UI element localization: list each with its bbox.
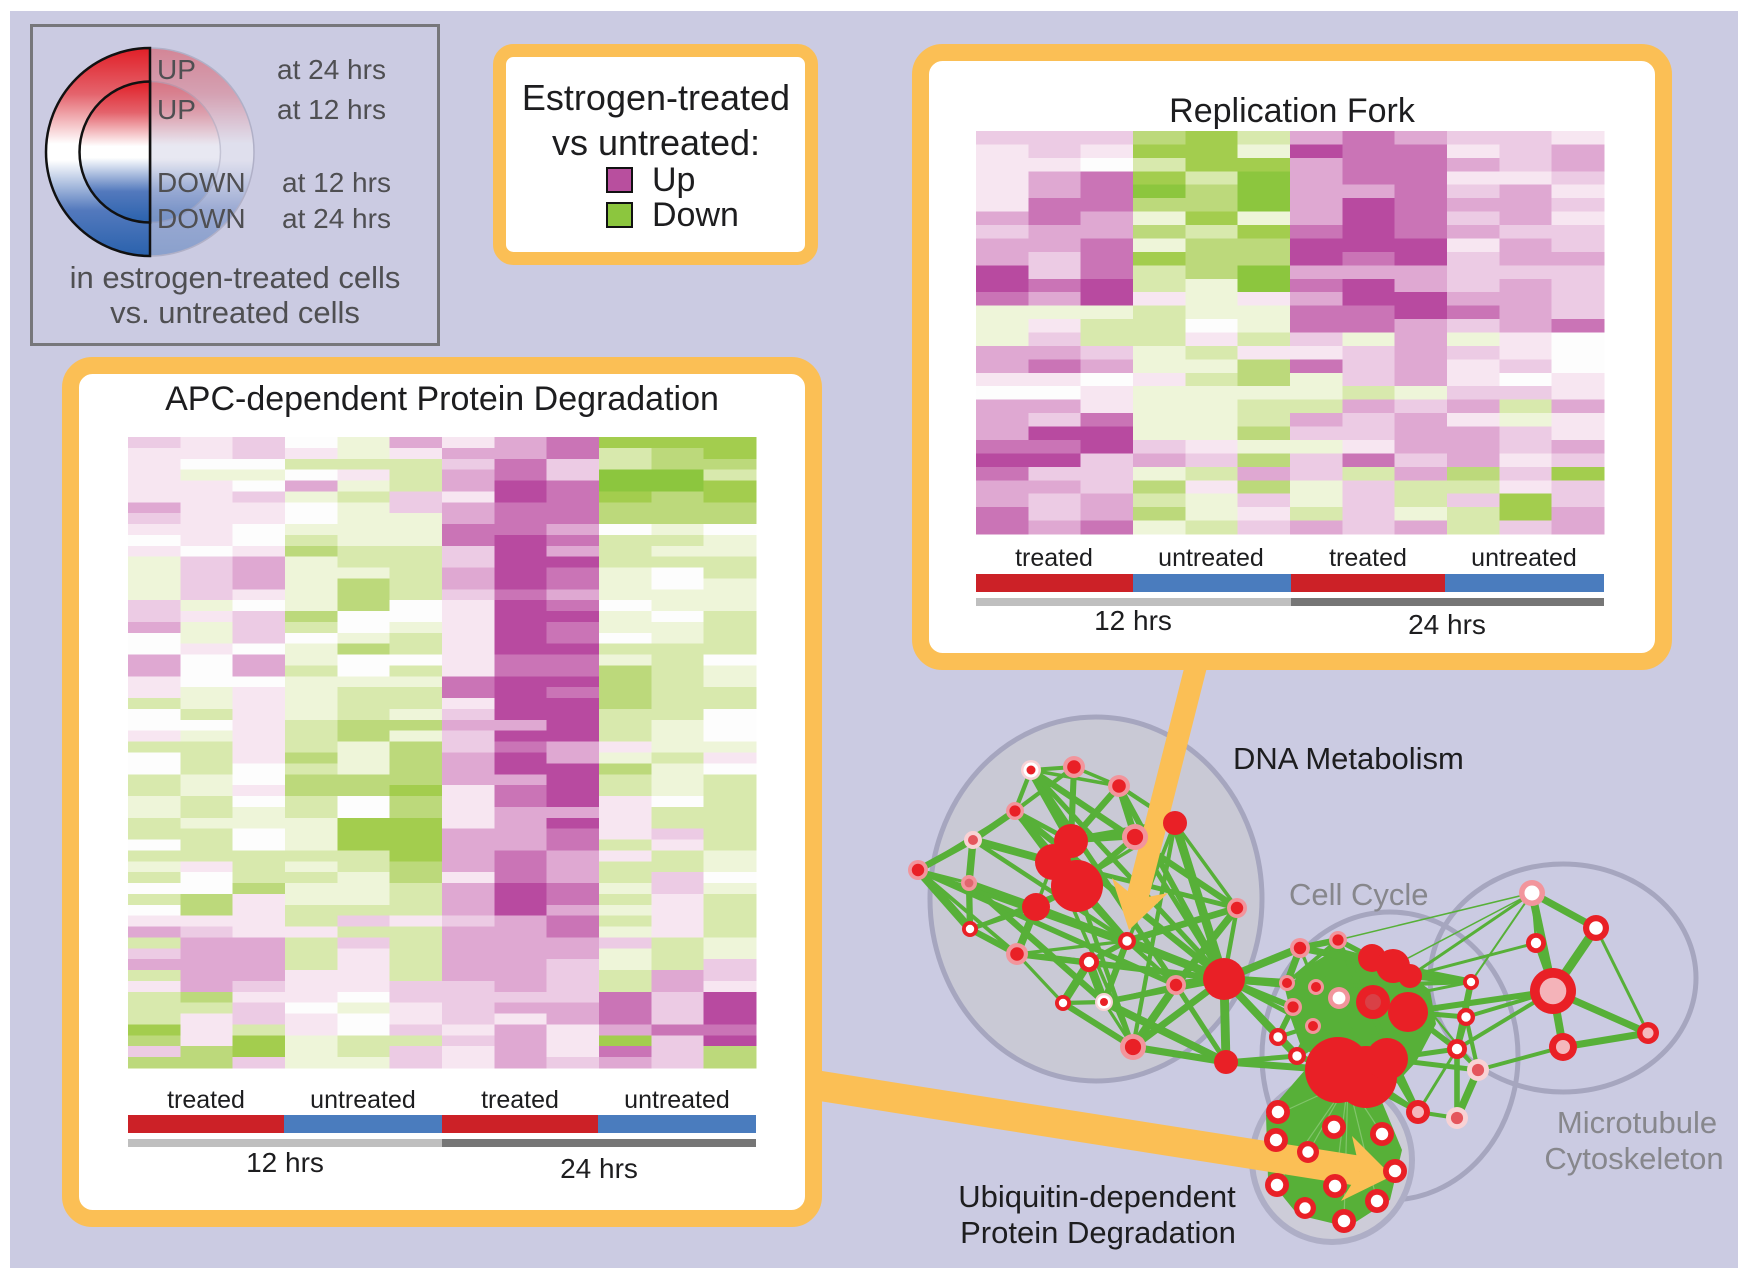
svg-text:untreated: untreated xyxy=(1471,544,1577,572)
svg-text:Protein Degradation: Protein Degradation xyxy=(960,1215,1236,1250)
svg-text:treated: treated xyxy=(167,1086,245,1114)
svg-text:at 12 hrs: at 12 hrs xyxy=(282,167,391,198)
svg-text:vs untreated:: vs untreated: xyxy=(552,122,760,163)
svg-text:UP: UP xyxy=(157,54,196,85)
svg-text:at 12 hrs: at 12 hrs xyxy=(277,94,386,125)
svg-text:Estrogen-treated: Estrogen-treated xyxy=(522,77,790,118)
svg-text:DOWN: DOWN xyxy=(157,167,246,198)
svg-text:treated: treated xyxy=(1329,544,1407,572)
svg-text:Cell Cycle: Cell Cycle xyxy=(1289,877,1429,912)
svg-text:untreated: untreated xyxy=(1158,544,1264,572)
svg-text:Ubiquitin-dependent: Ubiquitin-dependent xyxy=(958,1179,1236,1214)
svg-text:DOWN: DOWN xyxy=(157,203,246,234)
svg-text:24 hrs: 24 hrs xyxy=(560,1153,638,1184)
svg-text:Up: Up xyxy=(652,161,695,199)
svg-text:treated: treated xyxy=(481,1086,559,1114)
svg-text:Down: Down xyxy=(652,196,739,234)
svg-text:untreated: untreated xyxy=(624,1086,730,1114)
svg-text:at 24 hrs: at 24 hrs xyxy=(277,54,386,85)
svg-text:DNA Metabolism: DNA Metabolism xyxy=(1233,741,1464,776)
svg-text:at 24 hrs: at 24 hrs xyxy=(282,203,391,234)
svg-text:in estrogen-treated cells: in estrogen-treated cells xyxy=(70,260,401,295)
svg-text:12 hrs: 12 hrs xyxy=(246,1147,324,1178)
svg-text:Microtubule: Microtubule xyxy=(1557,1105,1717,1140)
svg-text:untreated: untreated xyxy=(310,1086,416,1114)
svg-text:24 hrs: 24 hrs xyxy=(1408,609,1486,640)
svg-text:treated: treated xyxy=(1015,544,1093,572)
svg-text:Cytoskeleton: Cytoskeleton xyxy=(1544,1141,1723,1176)
svg-text:12 hrs: 12 hrs xyxy=(1094,605,1172,636)
svg-text:UP: UP xyxy=(157,94,196,125)
svg-text:vs. untreated cells: vs. untreated cells xyxy=(110,295,360,330)
svg-text:Replication Fork: Replication Fork xyxy=(1169,92,1416,130)
svg-text:APC-dependent Protein Degradat: APC-dependent Protein Degradation xyxy=(165,380,719,418)
